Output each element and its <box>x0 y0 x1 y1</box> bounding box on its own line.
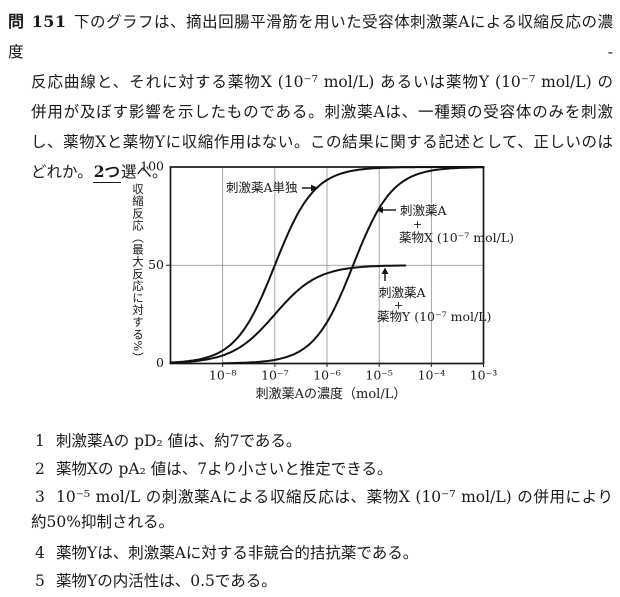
choice-number: 2 <box>35 460 45 478</box>
curve-a-alone <box>169 166 485 364</box>
curve-x-label-plus: + <box>413 218 422 231</box>
y-axis-title: 収縮反応（最大反応に対する%） <box>131 183 145 364</box>
x-tick-label: 10⁻⁸ <box>209 368 237 383</box>
arrowhead-up-icon <box>381 267 389 274</box>
choice-text: 薬物Yは、刺激薬Aに対する非競合的拮抗薬である。 <box>56 544 419 562</box>
curve-a-plus-x <box>221 166 485 365</box>
question-text-1: 下のグラフは、摘出回腸平滑筋を用いた受容体刺激薬Aによる収縮反応の濃度- <box>8 13 613 61</box>
arrowhead-left-icon <box>376 206 383 214</box>
curve-y-label-line2: 薬物Y (10⁻⁷ mol/L) <box>377 309 491 324</box>
question-text-5-pre: どれか。 <box>31 163 93 181</box>
x-tick-label: 10⁻⁷ <box>261 368 289 383</box>
curve-a-plus-y <box>169 264 407 364</box>
choice-3: 3 10⁻⁵ mol/L の刺激薬Aによる収縮反応は、薬物X (10⁻⁷ mol… <box>31 485 613 535</box>
choice-1: 1 刺激薬Aの pD₂ 値は、約7である。 <box>35 429 613 454</box>
question-line-3: 併用が及ぼす影響を示したものである。刺激薬Aは、一種類の受容体のみを刺激 <box>31 103 613 121</box>
question-block: 問 151 下のグラフは、摘出回腸平滑筋を用いた受容体刺激薬Aによる収縮反応の濃度… <box>8 7 613 187</box>
x-axis-title: 刺激薬Aの濃度（mol/L） <box>256 386 407 402</box>
choices-list: 1 刺激薬Aの pD₂ 値は、約7である。 2 薬物Xの pA₂ 値は、7より小… <box>31 429 613 597</box>
curve-y-label-line1: 刺激薬A <box>379 285 427 300</box>
choice-text: 薬物Yの内活性は、0.5である。 <box>56 572 277 590</box>
x-tick-label: 10⁻⁴ <box>418 368 446 383</box>
y-tick-label: 100 <box>140 159 164 174</box>
question-line-2: 反応曲線と、それに対する薬物X (10⁻⁷ mol/L) あるいは薬物Y (10… <box>31 73 613 91</box>
y-tick-label: 0 <box>156 355 164 370</box>
curve-x-label-line1: 刺激薬A <box>400 203 448 218</box>
question-line-1: 問 151 下のグラフは、摘出回腸平滑筋を用いた受容体刺激薬Aによる収縮反応の濃度… <box>8 7 613 67</box>
choice-text: 10⁻⁵ mol/L の刺激薬Aによる収縮反応は、薬物X (10⁻⁷ mol/L… <box>56 488 613 506</box>
y-tick-label: 50 <box>148 257 164 272</box>
curve-y-label-plus: + <box>394 299 403 312</box>
arrowhead-right-icon <box>311 184 319 192</box>
curve-a-alone-label: 刺激薬A単独 <box>226 180 298 195</box>
choice-4: 4 薬物Yは、刺激薬Aに対する非競合的拮抗薬である。 <box>35 541 613 566</box>
select-two-emphasis: 2つ <box>92 162 121 183</box>
choice-number: 4 <box>35 544 45 562</box>
choice-text: 薬物Xの pA₂ 値は、7より小さいと推定できる。 <box>56 460 393 478</box>
choice-text: 刺激薬Aの pD₂ 値は、約7である。 <box>56 432 302 450</box>
question-line-4: し、薬物Xと薬物Yに収縮作用はない。この結果に関する記述として、正しいのは <box>31 133 613 151</box>
question-number: 問 151 <box>8 12 67 31</box>
choice-5: 5 薬物Yの内活性は、0.5である。 <box>35 569 613 594</box>
choice-2: 2 薬物Xの pA₂ 値は、7より小さいと推定できる。 <box>35 457 613 482</box>
dose-response-figure: 収縮反応（最大反応に対する%） 10⁻⁸ 10⁻⁷ 10⁻⁶ 10⁻⁵ 10⁻⁴ 10⁻³… <box>0 150 620 414</box>
choice-number: 5 <box>35 572 45 590</box>
choice-number: 1 <box>35 432 45 450</box>
curve-x-label-line2: 薬物X (10⁻⁷ mol/L) <box>399 230 514 245</box>
x-tick-label: 10⁻³ <box>470 368 498 383</box>
choice-text-continuation: 約50%抑制される。 <box>31 513 174 531</box>
question-line-5: どれか。2つ選べ。 <box>31 157 613 187</box>
x-tick-label: 10⁻⁶ <box>313 368 341 383</box>
x-tick-label: 10⁻⁵ <box>365 368 393 383</box>
dose-response-chart: 10⁻⁸ 10⁻⁷ 10⁻⁶ 10⁻⁵ 10⁻⁴ 10⁻³ 100 50 0 刺激薬A単独 刺激… <box>140 159 514 403</box>
choice-number: 3 <box>35 488 45 506</box>
question-text-5-post: 選べ。 <box>121 163 168 181</box>
